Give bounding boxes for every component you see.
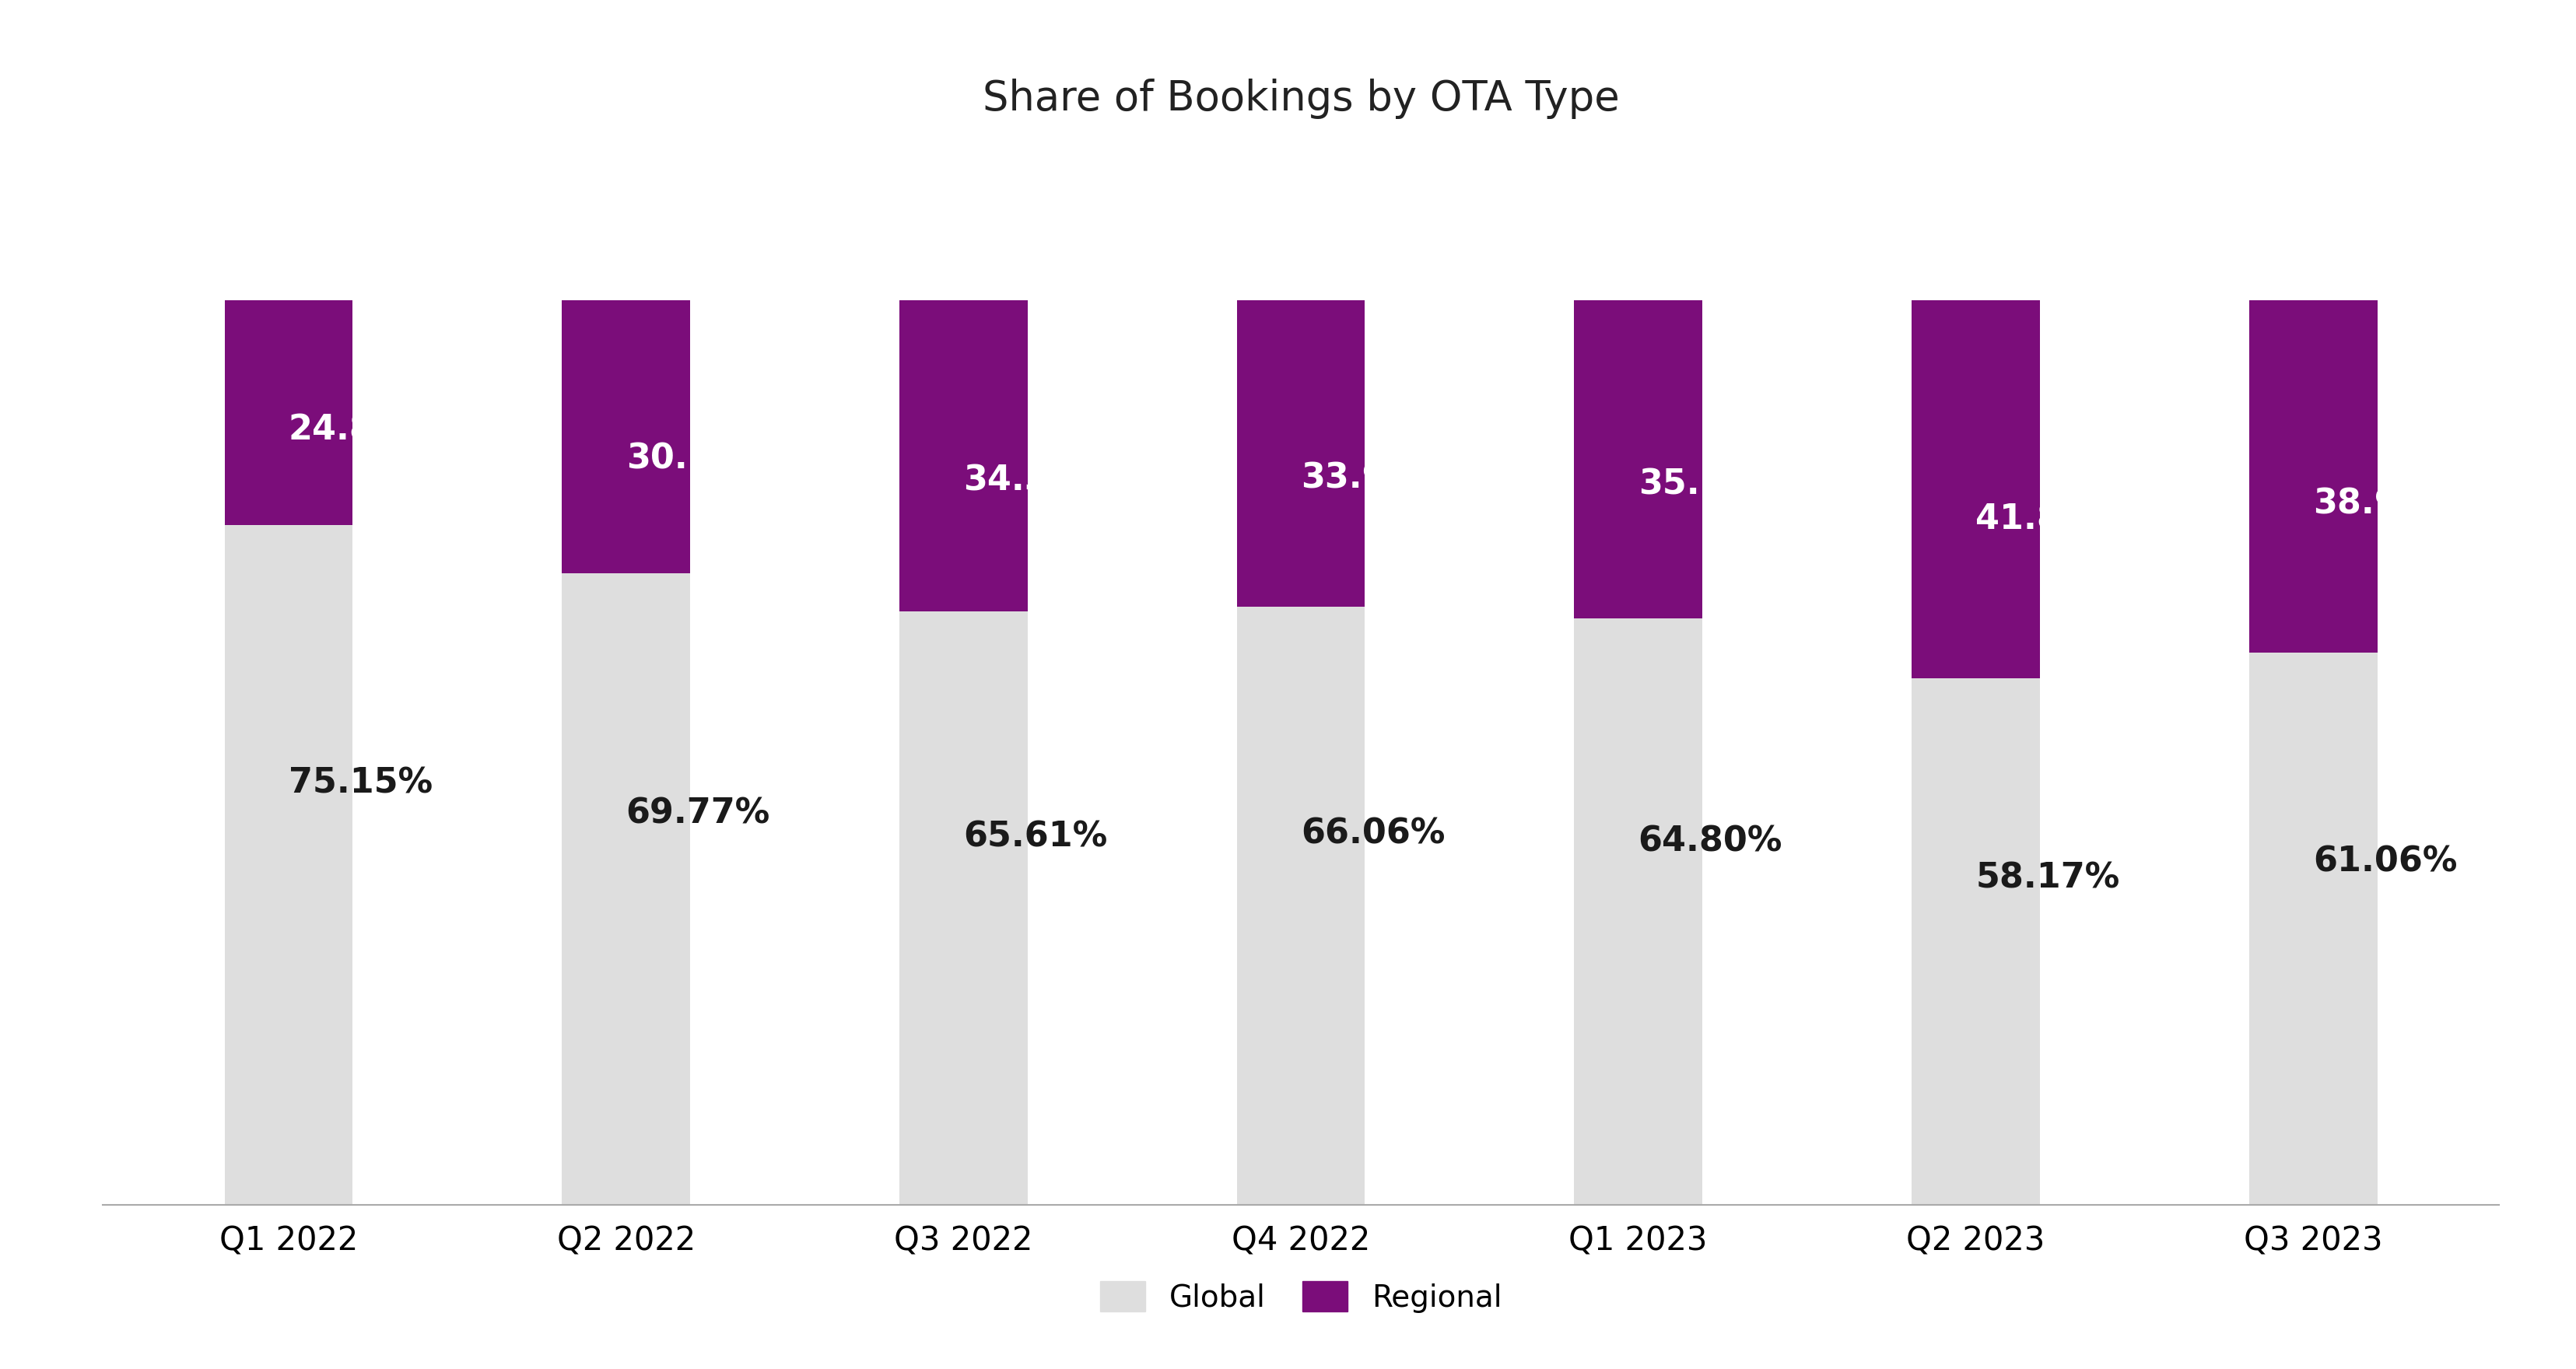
Bar [2249, 300, 2378, 652]
Bar [1911, 679, 2040, 1205]
Bar [1236, 300, 1365, 606]
Text: 30.23%: 30.23% [626, 442, 770, 475]
Text: 41.83%: 41.83% [1976, 502, 2120, 537]
Text: 58.17%: 58.17% [1976, 861, 2120, 895]
Text: 33.94%: 33.94% [1301, 461, 1445, 494]
Text: 35.20%: 35.20% [1638, 468, 1783, 501]
Text: 61.06%: 61.06% [2313, 846, 2458, 879]
Bar [1574, 619, 1703, 1205]
Text: 64.80%: 64.80% [1638, 824, 1783, 858]
Bar [2249, 652, 2378, 1205]
Bar [1574, 300, 1703, 619]
Bar [899, 300, 1028, 611]
Text: 24.85%: 24.85% [289, 413, 433, 448]
Bar [1911, 300, 2040, 679]
Bar [224, 300, 353, 524]
Title: Share of Bookings by OTA Type: Share of Bookings by OTA Type [981, 78, 1620, 119]
Text: 65.61%: 65.61% [963, 820, 1108, 853]
Text: 75.15%: 75.15% [289, 767, 433, 799]
Legend: Global, Regional: Global, Regional [1087, 1269, 1515, 1325]
Bar [562, 574, 690, 1205]
Text: 66.06%: 66.06% [1301, 817, 1445, 852]
Text: 38.94%: 38.94% [2313, 487, 2458, 522]
Bar [1236, 606, 1365, 1205]
Text: 69.77%: 69.77% [626, 797, 770, 830]
Bar [562, 300, 690, 574]
Bar [899, 611, 1028, 1205]
Bar [224, 524, 353, 1205]
Text: 34.39%: 34.39% [963, 464, 1108, 497]
